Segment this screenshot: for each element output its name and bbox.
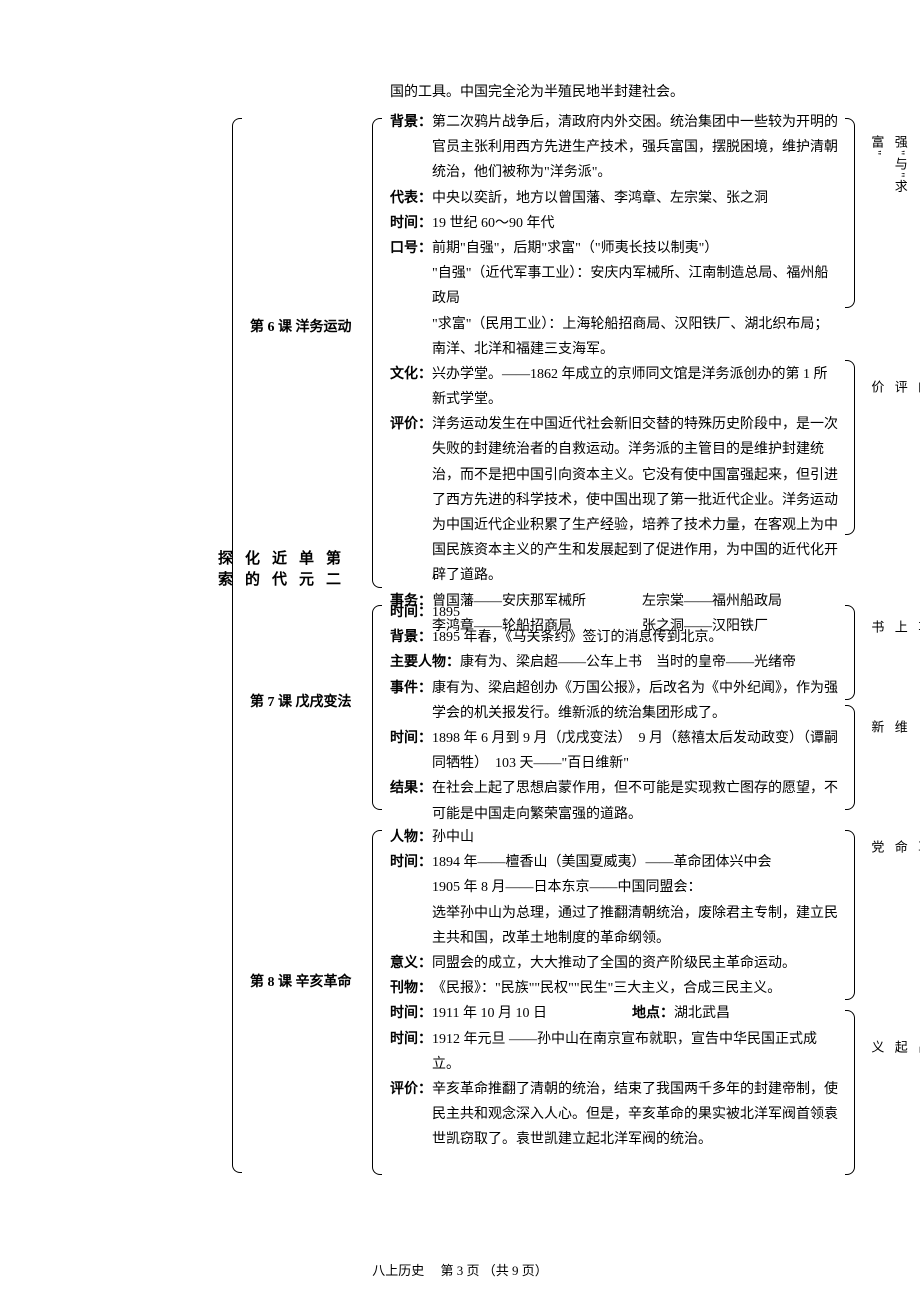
label-bg: 背景：: [390, 110, 432, 135]
text-pub: 《民报》："民族""民权""民生"三大主义，合成三民主义。: [432, 976, 840, 1001]
text-eval: 洋务运动发生在中国近代社会新旧交替的特殊历史阶段中，是一次失败的封建统治者的自救…: [432, 412, 840, 588]
brace-r6: [845, 1010, 855, 1175]
unit-title: 第二单元 近代化的探索: [210, 550, 345, 592]
l7-event: 事件： 康有为、梁启超创办《万国公报》，后改名为《中外纪闻》，作为强学会的机关报…: [390, 676, 840, 726]
text-bg: 1895 年春，《马关条约》签订的消息传到北京。: [432, 625, 840, 650]
l6-eval: 评价： 洋务运动发生在中国近代社会新旧交替的特殊历史阶段中，是一次失败的封建统治…: [390, 412, 840, 588]
l8-time1: 时间： 1894 年——檀香山（美国夏威夷）——革命团体兴中会: [390, 850, 840, 875]
l6-qiufu: "求富"（民用工业）：上海轮船招商局、汉阳铁厂、湖北织布局；南洋、北洋和福建三支…: [390, 312, 840, 362]
label-t2: 时间：: [390, 1027, 432, 1052]
lesson6-title: 第 6 课 洋务运动: [250, 315, 352, 340]
label-loc: 地点：: [632, 1001, 674, 1026]
text-t2: 1912 年元旦 ——孙中山在南京宣布就职，宣告中华民国正式成立。: [432, 1027, 840, 1077]
right-note-4: 百日维新: [865, 720, 920, 735]
label-event: 事件：: [390, 676, 432, 701]
right-note-2: 洋务运动的评价: [865, 380, 920, 395]
l6-slogan: 口号： 前期"自强"，后期"求富"（"师夷长技以制夷"）: [390, 236, 840, 261]
label-t1: 时间：: [390, 1001, 432, 1026]
text-mean: 同盟会的成立，大大推动了全国的资产阶级民主革命运动。: [432, 951, 840, 976]
label-time: 时间：: [390, 850, 432, 875]
l8-t1: 时间： 1911 年 10 月 10 日 地点： 湖北武昌: [390, 1001, 840, 1026]
l8-time3: 时间： 选举孙中山为总理，通过了推翻清朝统治，废除君主专制，建立民主共和国，改革…: [390, 901, 840, 951]
l8-eval: 评价： 辛亥革命推翻了清朝的统治，结束了我国两千多年的封建帝制，使民主共和观念深…: [390, 1077, 840, 1153]
l7-bg: 背景： 1895 年春，《马关条约》签订的消息传到北京。: [390, 625, 840, 650]
lesson7-title: 第 7 课 戊戌变法: [250, 690, 352, 715]
right-note-5: 孙中山创建革命党: [865, 840, 920, 855]
label-time2: 时间：: [390, 726, 432, 751]
text-time2: 1898 年 6 月到 9 月（戊戌变法） 9 月（慈禧太后发动政变）（谭嗣同牺…: [432, 726, 840, 776]
text-result: 在社会上起了思想启蒙作用，但不可能是实现救亡图存的愿望，不可能是中国走向繁荣富强…: [432, 776, 840, 826]
text-time1: 1894 年——檀香山（美国夏威夷）——革命团体兴中会: [432, 850, 840, 875]
text-eval: 辛亥革命推翻了清朝的统治，结束了我国两千多年的封建帝制，使民主共和观念深入人心。…: [432, 1077, 840, 1153]
l6-rep: 代表： 中央以奕訢，地方以曾国藩、李鸿章、左宗棠、张之洞: [390, 186, 840, 211]
brace-unit: [232, 118, 242, 1173]
text-time: 1895: [432, 600, 840, 625]
text-slogan: 前期"自强"，后期"求富"（"师夷长技以制夷"）: [432, 236, 840, 261]
label-time: 时间：: [390, 600, 432, 625]
label-rep: 代表：: [390, 186, 432, 211]
right-note-6: 武昌起义: [865, 1040, 920, 1055]
label-mean: 意义：: [390, 951, 432, 976]
l8-t2: 时间： 1912 年元旦 ——孙中山在南京宣布就职，宣告中华民国正式成立。: [390, 1027, 840, 1077]
l6-ziqiang: "自强"（近代军事工业）：安庆内军械所、江南制造总局、福州船政局: [390, 261, 840, 311]
l8-mean: 意义： 同盟会的成立，大大推动了全国的资产阶级民主革命运动。: [390, 951, 840, 976]
brace-lesson7: [372, 605, 382, 810]
l7-person: 主要人物： 康有为、梁启超——公车上书 当时的皇帝——光绪帝: [390, 650, 840, 675]
label-slogan: 口号：: [390, 236, 432, 261]
text-rep: 中央以奕訢，地方以曾国藩、李鸿章、左宗棠、张之洞: [432, 186, 840, 211]
text-bg: 第二次鸦片战争后，清政府内外交困。统治集团中一些较为开明的官员主张利用西方先进生…: [432, 110, 840, 186]
l6-culture: 文化： 兴办学堂。——1862 年成立的京师同文馆是洋务派创办的第 1 所新式学…: [390, 362, 840, 412]
l6-time: 时间： 19 世纪 60～90 年代: [390, 211, 840, 236]
lesson7-body: 时间： 1895 背景： 1895 年春，《马关条约》签订的消息传到北京。 主要…: [390, 600, 840, 827]
right-note-3: 公车上书: [865, 620, 920, 635]
brace-r4: [845, 705, 855, 810]
l7-result: 结果： 在社会上起了思想启蒙作用，但不可能是实现救亡图存的愿望，不可能是中国走向…: [390, 776, 840, 826]
text-event: 康有为、梁启超创办《万国公报》，后改名为《中外纪闻》，作为强学会的机关报发行。维…: [432, 676, 840, 726]
page-footer: 八上历史 第 3 页 （共 9 页）: [0, 1259, 920, 1282]
text-culture: 兴办学堂。——1862 年成立的京师同文馆是洋务派创办的第 1 所新式学堂。: [432, 362, 840, 412]
text-ziqiang: "自强"（近代军事工业）：安庆内军械所、江南制造总局、福州船政局: [432, 261, 840, 311]
brace-r2: [845, 360, 855, 535]
l8-pub: 刊物： 《民报》："民族""民权""民生"三大主义，合成三民主义。: [390, 976, 840, 1001]
label-person: 主要人物：: [390, 650, 460, 675]
top-continuation-line: 国的工具。中国完全沦为半殖民地半封建社会。: [390, 80, 850, 105]
brace-r3: [845, 605, 855, 700]
text-time: 19 世纪 60～90 年代: [432, 211, 840, 236]
label-eval: 评价：: [390, 412, 432, 437]
text-t1: 1911 年 10 月 10 日: [432, 1001, 632, 1026]
lesson8-title: 第 8 课 辛亥革命: [250, 970, 352, 995]
l8-person: 人物： 孙中山: [390, 825, 840, 850]
lesson8-body: 人物： 孙中山 时间： 1894 年——檀香山（美国夏威夷）——革命团体兴中会 …: [390, 825, 840, 1152]
brace-r5: [845, 830, 855, 1000]
label-result: 结果：: [390, 776, 432, 801]
label-eval: 评价：: [390, 1077, 432, 1102]
l8-time2: 时间： 1905 年 8 月——日本东京——中国同盟会：: [390, 875, 840, 900]
text-qiufu: "求富"（民用工业）：上海轮船招商局、汉阳铁厂、湖北织布局；南洋、北洋和福建三支…: [432, 312, 840, 362]
label-culture: 文化：: [390, 362, 432, 387]
lesson6-body: 背景： 第二次鸦片战争后，清政府内外交困。统治集团中一些较为开明的官员主张利用西…: [390, 110, 840, 639]
text-time2: 1905 年 8 月——日本东京——中国同盟会：: [432, 875, 840, 900]
brace-r1: [845, 118, 855, 308]
l6-bg: 背景： 第二次鸦片战争后，清政府内外交困。统治集团中一些较为开明的官员主张利用西…: [390, 110, 840, 186]
label-bg: 背景：: [390, 625, 432, 650]
label-pub: 刊物：: [390, 976, 432, 1001]
text-person: 孙中山: [432, 825, 840, 850]
right-note-1: "自强"与"求富": [865, 135, 920, 195]
l7-time: 时间： 1895: [390, 600, 840, 625]
text-loc: 湖北武昌: [674, 1001, 840, 1026]
text-person: 康有为、梁启超——公车上书 当时的皇帝——光绪帝: [460, 650, 840, 675]
brace-lesson6: [372, 118, 382, 588]
l7-time2: 时间： 1898 年 6 月到 9 月（戊戌变法） 9 月（慈禧太后发动政变）（…: [390, 726, 840, 776]
label-person: 人物：: [390, 825, 432, 850]
label-time: 时间：: [390, 211, 432, 236]
text-time3: 选举孙中山为总理，通过了推翻清朝统治，废除君主专制，建立民主共和国，改革土地制度…: [432, 901, 840, 951]
brace-lesson8: [372, 830, 382, 1175]
